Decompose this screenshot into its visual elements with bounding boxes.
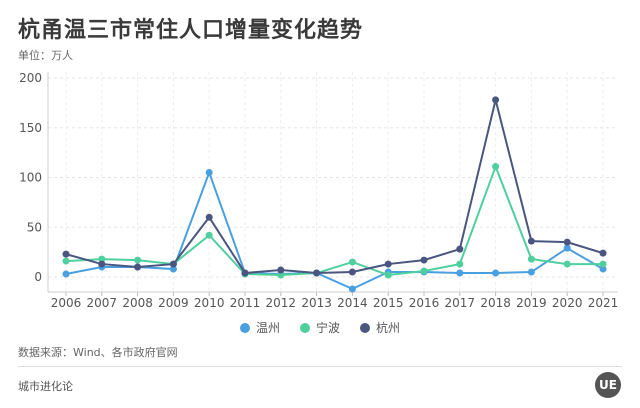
x-tick-label: 2013 [301, 296, 332, 310]
data-source: 数据来源：Wind、各市政府官网 [18, 346, 178, 359]
data-point [169, 265, 177, 273]
data-point [348, 268, 356, 276]
legend-label: 温州 [255, 321, 280, 335]
legend-item[interactable]: 温州 [239, 319, 280, 336]
data-point [313, 269, 321, 277]
data-point [563, 238, 571, 246]
data-point [98, 260, 106, 268]
data-point [169, 260, 177, 268]
legend-dot-icon [360, 322, 370, 333]
x-tick-label: 2010 [194, 296, 225, 310]
data-point [98, 255, 106, 263]
data-point [62, 257, 70, 265]
x-tick-label: 2016 [409, 296, 440, 310]
data-point [599, 265, 607, 273]
y-tick-label: 200 [19, 71, 42, 85]
x-tick-label: 2007 [87, 296, 118, 310]
data-point [62, 270, 70, 278]
series-line [65, 163, 603, 277]
data-point [456, 245, 464, 253]
brand-logo-icon: UE [595, 372, 621, 398]
legend-label: 宁波 [315, 321, 340, 335]
data-point [205, 213, 213, 221]
y-tick-label: 150 [19, 121, 42, 135]
x-tick-label: 2006 [51, 296, 82, 310]
line-chart: 0 50 100 150 200 2006 2007 2008 2009 2010 2011 2012… [19, 71, 619, 310]
data-point [384, 260, 392, 268]
data-point [277, 271, 285, 279]
x-tick-label: 2019 [516, 296, 547, 310]
x-tick-label: 2011 [230, 296, 261, 310]
brand-name: 城市进化论 [18, 380, 73, 393]
data-point [134, 263, 142, 271]
legend-item[interactable]: 宁波 [299, 319, 340, 336]
data-point [277, 266, 285, 274]
data-point [563, 260, 571, 268]
y-tick-label: 100 [19, 171, 42, 185]
x-tick-label: 2017 [445, 296, 476, 310]
data-point [62, 250, 70, 258]
data-point [599, 249, 607, 257]
series-line [65, 169, 604, 291]
data-point [205, 169, 213, 177]
x-tick-label: 2009 [158, 296, 189, 310]
legend-label: 杭州 [376, 321, 401, 335]
data-point [492, 96, 500, 104]
x-tick-label: 2020 [552, 296, 583, 310]
x-tick-label: 2021 [588, 296, 619, 310]
data-point [599, 260, 607, 268]
series-line [65, 99, 604, 275]
data-point [527, 255, 535, 263]
data-point [527, 268, 535, 276]
legend-dot-icon [239, 322, 250, 333]
data-point [420, 267, 428, 275]
data-point [384, 271, 392, 279]
legend-item[interactable]: 杭州 [360, 319, 400, 336]
x-tick-label: 2008 [122, 296, 153, 310]
x-tick-label: 2014 [337, 296, 368, 310]
data-point [241, 269, 249, 277]
data-point [456, 260, 464, 268]
data-point [134, 256, 142, 264]
data-point [492, 163, 500, 171]
unit-label: 单位：万人 [18, 49, 73, 62]
y-tick-label: 0 [34, 270, 42, 284]
legend-dot-icon [299, 322, 310, 333]
data-point [563, 244, 571, 252]
x-tick-label: 2015 [373, 296, 404, 310]
data-point [420, 256, 428, 264]
y-tick-label: 50 [27, 220, 42, 234]
data-point [348, 258, 356, 266]
data-point [527, 237, 535, 245]
data-point [492, 269, 500, 277]
chart-title: 杭甬温三市常住人口增量变化趋势 [18, 18, 364, 43]
x-tick-label: 2012 [266, 296, 297, 310]
data-point [205, 231, 213, 239]
data-point [348, 285, 356, 293]
legend: 温州 宁波 杭州 [0, 319, 640, 336]
divider [18, 366, 622, 367]
x-tick-label: 2018 [480, 296, 511, 310]
data-point [456, 269, 464, 277]
